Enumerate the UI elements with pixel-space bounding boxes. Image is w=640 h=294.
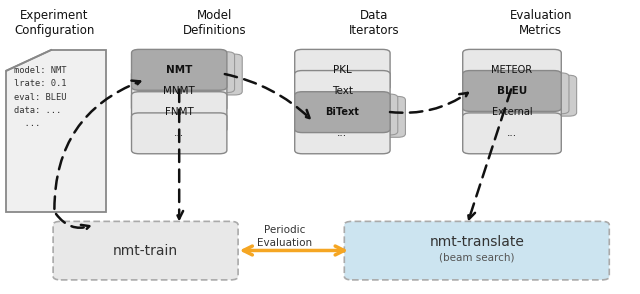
- FancyBboxPatch shape: [295, 71, 390, 111]
- FancyBboxPatch shape: [132, 92, 227, 133]
- Text: PKL: PKL: [333, 65, 352, 75]
- Text: FNMT: FNMT: [165, 107, 193, 117]
- Text: Model
Definitions: Model Definitions: [182, 9, 246, 37]
- Text: (beam search): (beam search): [439, 252, 515, 262]
- Text: MNMT: MNMT: [163, 86, 195, 96]
- FancyBboxPatch shape: [463, 92, 561, 133]
- FancyBboxPatch shape: [303, 94, 398, 135]
- FancyBboxPatch shape: [478, 75, 577, 116]
- Polygon shape: [6, 50, 106, 212]
- Text: Data
Iterators: Data Iterators: [349, 9, 400, 37]
- Text: METEOR: METEOR: [492, 65, 532, 75]
- FancyBboxPatch shape: [147, 54, 243, 95]
- Text: model: NMT
lrate: 0.1
eval: BLEU
data: ...
  ...: model: NMT lrate: 0.1 eval: BLEU data: .…: [14, 66, 67, 128]
- FancyBboxPatch shape: [344, 221, 609, 280]
- FancyBboxPatch shape: [295, 49, 390, 90]
- Text: BLEU: BLEU: [497, 86, 527, 96]
- FancyBboxPatch shape: [295, 92, 390, 133]
- Text: Experiment
Configuration: Experiment Configuration: [14, 9, 95, 37]
- FancyBboxPatch shape: [470, 73, 569, 114]
- Text: nmt-translate: nmt-translate: [429, 235, 524, 249]
- Text: nmt-train: nmt-train: [113, 244, 178, 258]
- FancyBboxPatch shape: [132, 49, 227, 90]
- FancyBboxPatch shape: [140, 52, 235, 93]
- FancyBboxPatch shape: [463, 71, 561, 111]
- Text: BiText: BiText: [326, 107, 359, 117]
- Text: Text: Text: [332, 86, 353, 96]
- FancyBboxPatch shape: [463, 49, 561, 90]
- Text: NMT: NMT: [166, 65, 193, 75]
- Text: External: External: [492, 107, 532, 117]
- FancyBboxPatch shape: [53, 221, 238, 280]
- FancyBboxPatch shape: [132, 71, 227, 111]
- FancyBboxPatch shape: [295, 113, 390, 154]
- Text: ...: ...: [507, 128, 517, 138]
- FancyBboxPatch shape: [132, 113, 227, 154]
- Text: ...: ...: [174, 128, 184, 138]
- FancyBboxPatch shape: [463, 113, 561, 154]
- FancyBboxPatch shape: [310, 96, 406, 137]
- Text: ...: ...: [337, 128, 348, 138]
- Text: Periodic
Evaluation: Periodic Evaluation: [257, 225, 312, 248]
- Text: Evaluation
Metrics: Evaluation Metrics: [509, 9, 572, 37]
